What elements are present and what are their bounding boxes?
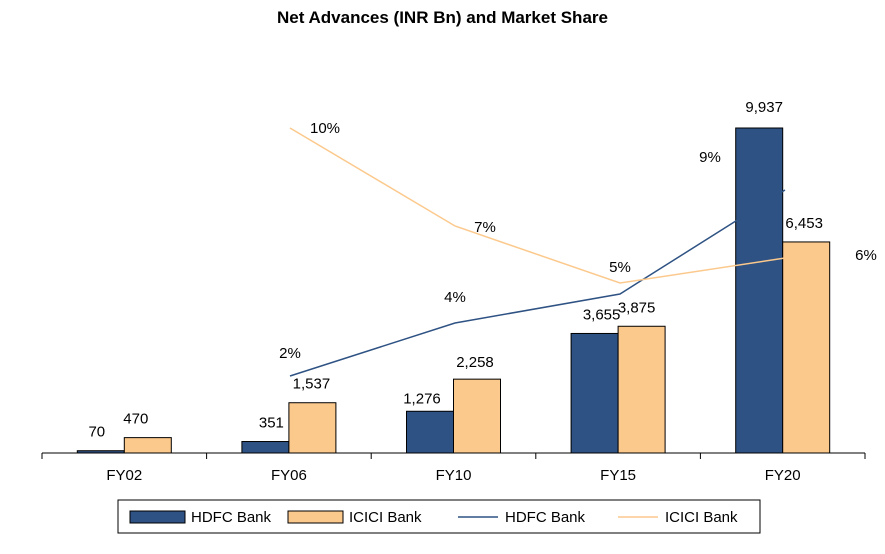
bar-hdfc-fy15 — [570, 332, 619, 454]
bar-label-icici-fy10: 2,258 — [456, 354, 494, 371]
line-hdfc-market-share — [289, 189, 786, 377]
x-tick-label-fy20: FY20 — [765, 467, 801, 484]
bar-icici-fy15 — [617, 325, 666, 454]
line-label-icici-fy15: 5% — [609, 259, 631, 276]
legend-swatch-bar-icici — [287, 510, 344, 524]
line-label-hdfc-fy10: 4% — [444, 289, 466, 306]
legend-swatch-bar-hdfc — [129, 510, 186, 524]
line-label-icici-fy10: 7% — [474, 219, 496, 236]
bar-label-hdfc-fy15: 3,655 — [583, 306, 621, 323]
bar-label-hdfc-fy20: 9,937 — [745, 99, 783, 116]
line-label-icici-fy20: 6% — [855, 247, 877, 264]
legend-label-line-hdfc: HDFC Bank — [505, 509, 586, 526]
legend: HDFC Bank ICICI Bank HDFC Bank ICICI Bank — [117, 499, 761, 534]
legend-label-bar-hdfc: HDFC Bank — [191, 509, 272, 526]
lines-layer — [289, 127, 786, 377]
x-tick-label-fy10: FY10 — [436, 467, 472, 484]
line-icici-market-share — [289, 127, 786, 284]
bar-label-icici-fy15: 3,875 — [618, 299, 656, 316]
bar-label-hdfc-fy06: 351 — [259, 415, 284, 432]
bar-label-hdfc-fy10: 1,276 — [403, 390, 441, 407]
legend-label-line-icici: ICICI Bank — [665, 509, 738, 526]
bar-hdfc-fy10 — [406, 410, 454, 454]
line-label-icici-fy06: 10% — [310, 120, 340, 137]
x-tick-label-fy02: FY02 — [106, 467, 142, 484]
line-label-hdfc-fy20: 9% — [699, 149, 721, 166]
bar-hdfc-fy20 — [735, 127, 784, 454]
bars-layer — [76, 127, 831, 454]
bar-icici-fy10 — [453, 378, 501, 454]
bar-label-icici-fy06: 1,537 — [293, 376, 331, 393]
bar-hdfc-fy06 — [241, 441, 290, 454]
x-tick-label-fy06: FY06 — [271, 467, 307, 484]
bar-label-hdfc-fy02: 70 — [88, 424, 105, 441]
bar-label-icici-fy20: 6,453 — [785, 215, 823, 232]
bar-icici-fy20 — [782, 241, 831, 454]
bar-icici-fy06 — [288, 402, 337, 454]
x-axis: FY02 FY06 FY10 FY15 FY20 — [41, 452, 866, 484]
legend-label-bar-icici: ICICI Bank — [349, 509, 422, 526]
chart-title: Net Advances (INR Bn) and Market Share — [277, 8, 608, 27]
bar-label-icici-fy02: 470 — [123, 411, 148, 428]
bar-icici-fy02 — [123, 437, 172, 454]
line-label-hdfc-fy06: 2% — [279, 345, 301, 362]
x-tick-label-fy15: FY15 — [600, 467, 636, 484]
